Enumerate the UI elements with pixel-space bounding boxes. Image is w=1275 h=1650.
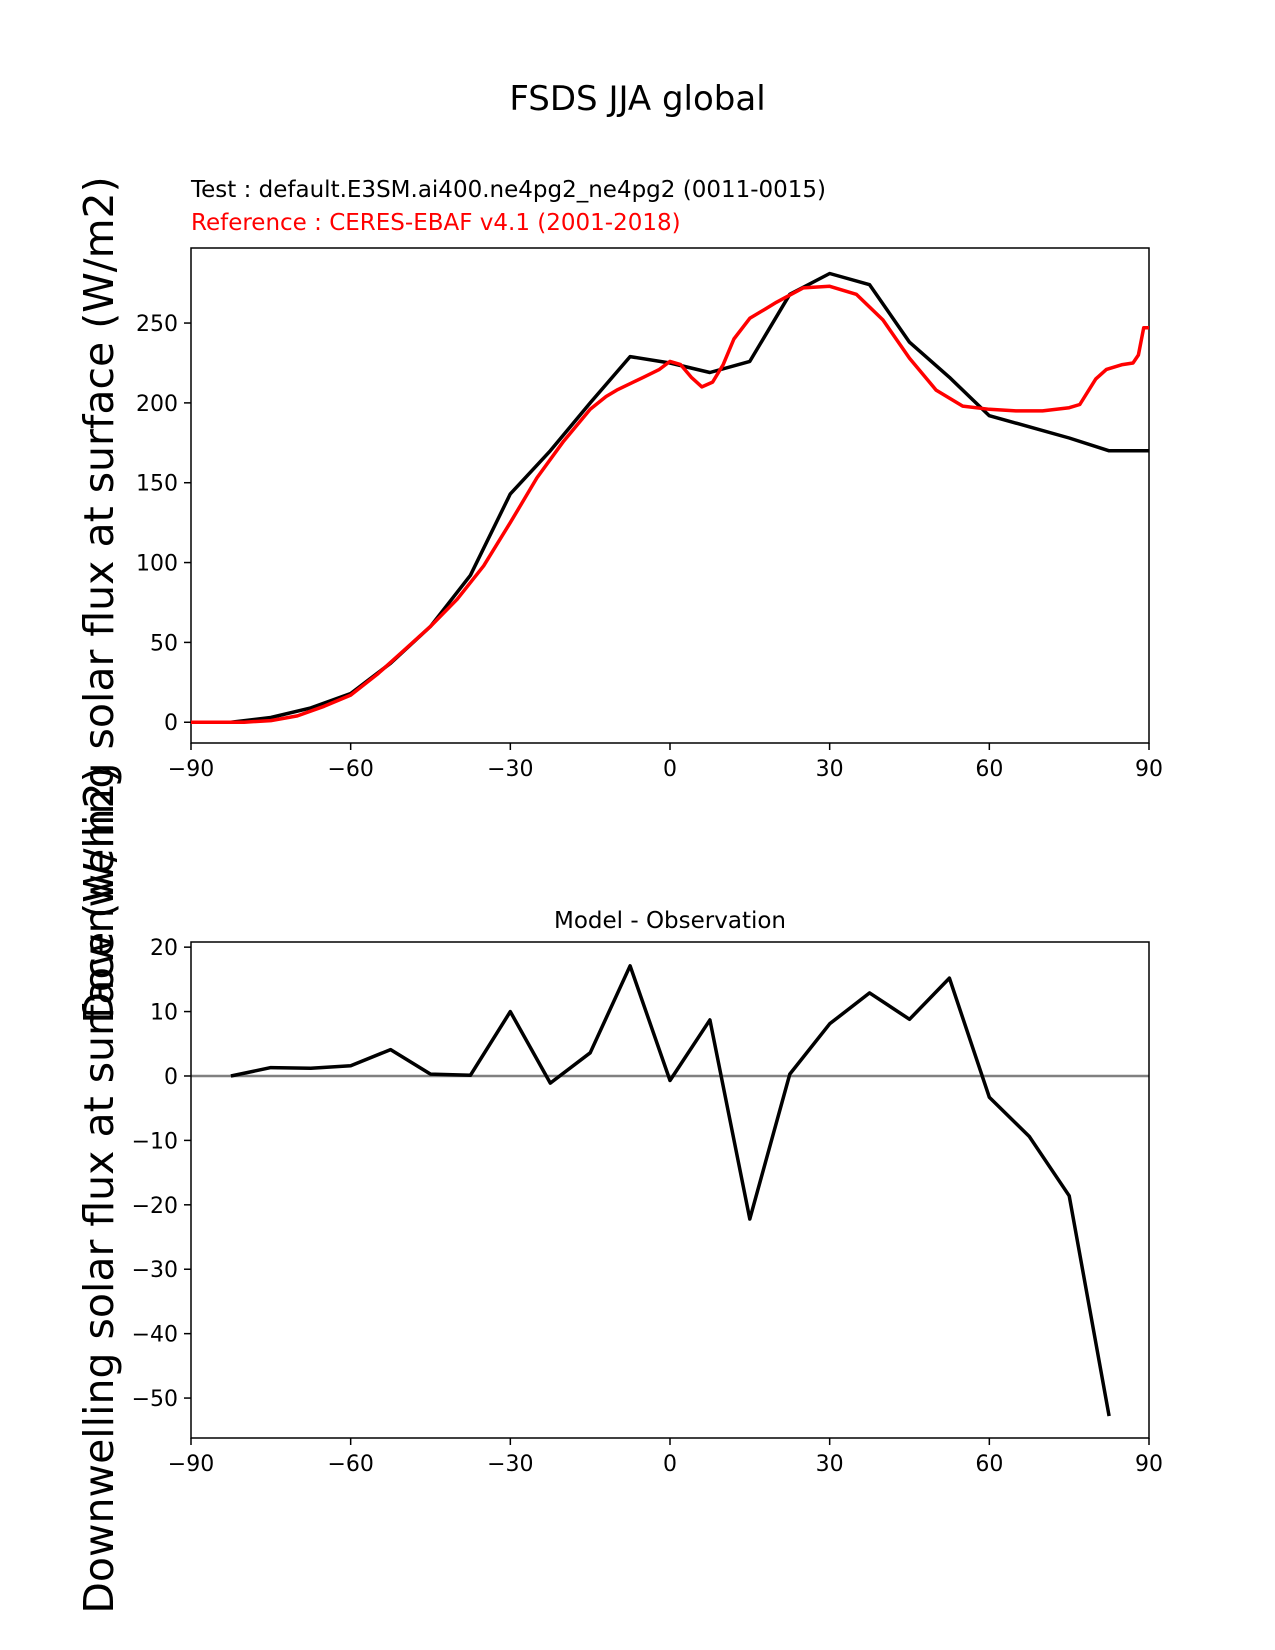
top-axis-ticks: −90 −60 −30 0 30 60 90 0 50 100 150 200 250 <box>136 312 1163 782</box>
y-tick-label: 150 <box>136 472 178 497</box>
bottom-panel: Model - Observation −90 −60 −30 0 30 60 90 20 10… <box>132 908 1163 1477</box>
x-tick-label: −30 <box>487 1452 533 1477</box>
top-panel: Test : default.E3SM.ai400.ne4pg2_ne4pg2 … <box>136 177 1163 782</box>
figure-title: FSDS JJA global <box>509 79 765 119</box>
x-tick-label: −60 <box>327 757 373 782</box>
top-y-axis-label: Downwelling solar flux at surface (W/m2) <box>75 176 123 1023</box>
y-tick-label: −50 <box>132 1387 178 1412</box>
bottom-axis-ticks: −90 −60 −30 0 30 60 90 20 10 0 −10 −20 −30 −40 −50 <box>132 936 1163 1477</box>
top-series-group <box>191 271 1149 724</box>
x-tick-label: 0 <box>663 1452 677 1477</box>
y-tick-label: 20 <box>150 936 178 961</box>
y-tick-label: −10 <box>132 1129 178 1154</box>
x-tick-label: 60 <box>975 757 1003 782</box>
y-tick-label: 10 <box>150 1001 178 1026</box>
x-tick-label: 0 <box>663 757 677 782</box>
x-tick-label: 90 <box>1135 757 1163 782</box>
test-label: Test : default.E3SM.ai400.ne4pg2_ne4pg2 … <box>190 177 826 203</box>
test-series-line <box>191 271 1149 724</box>
y-tick-label: −40 <box>132 1323 178 1348</box>
x-tick-label: −60 <box>327 1452 373 1477</box>
y-tick-label: −30 <box>132 1258 178 1283</box>
y-tick-label: 250 <box>136 312 178 337</box>
reference-series-line <box>191 284 1149 724</box>
x-tick-label: −90 <box>168 1452 214 1477</box>
bottom-y-axis-label: Downwelling solar flux at surface (W/m2) <box>75 766 123 1613</box>
y-tick-label: 50 <box>150 631 178 656</box>
top-plot-frame <box>190 247 1150 744</box>
y-tick-label: 0 <box>164 1065 178 1090</box>
x-tick-label: 90 <box>1135 1452 1163 1477</box>
x-tick-label: 30 <box>816 1452 844 1477</box>
x-tick-label: 60 <box>975 1452 1003 1477</box>
y-tick-label: −20 <box>132 1194 178 1219</box>
x-tick-label: −30 <box>487 757 533 782</box>
bottom-plot-frame <box>190 941 1150 1439</box>
x-tick-label: 30 <box>816 757 844 782</box>
bottom-series-group <box>230 964 1111 1417</box>
y-tick-label: 0 <box>164 711 178 736</box>
difference-series-line <box>230 964 1111 1417</box>
bottom-panel-title: Model - Observation <box>554 908 786 934</box>
y-tick-label: 200 <box>136 392 178 417</box>
x-tick-label: −90 <box>168 757 214 782</box>
reference-label: Reference : CERES-EBAF v4.1 (2001-2018) <box>191 210 681 236</box>
y-tick-label: 100 <box>136 552 178 577</box>
